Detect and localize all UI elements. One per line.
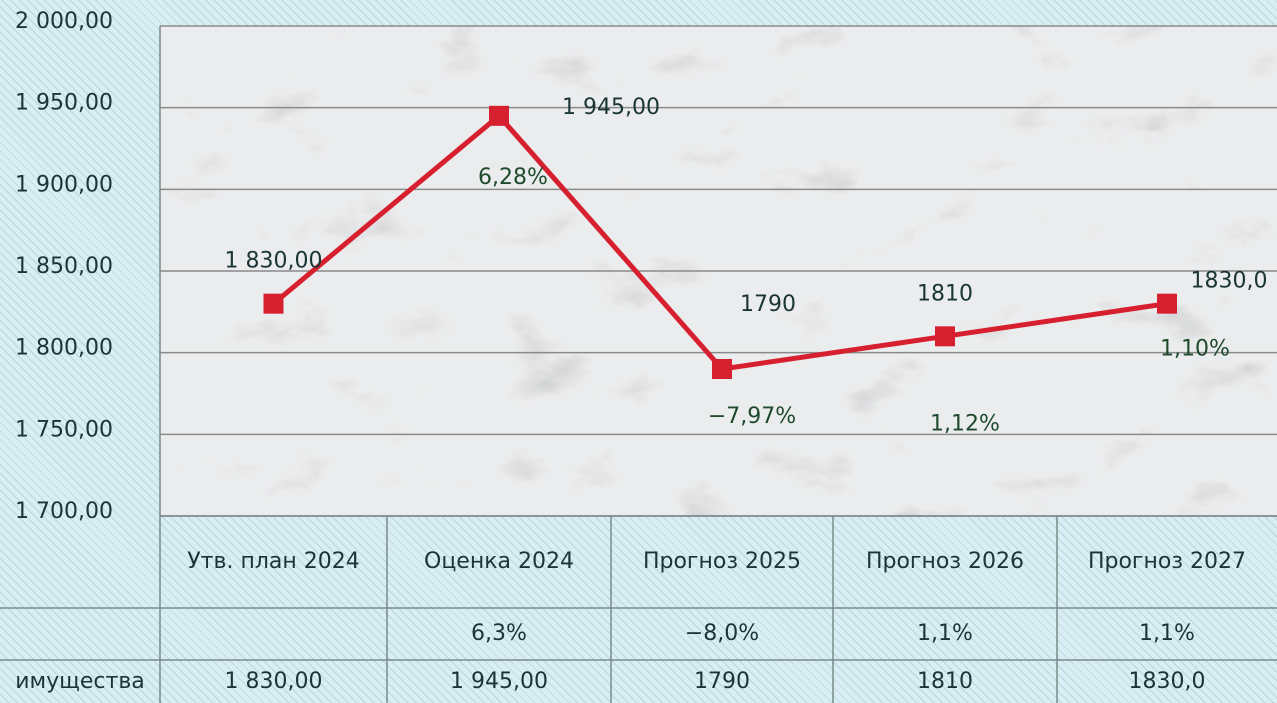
y-tick-label: 1 700,00 (15, 499, 113, 524)
value-cell: 1830,0 (1128, 668, 1206, 694)
y-tick-label: 1 950,00 (15, 91, 113, 116)
growth-label: 1,10% (1160, 337, 1230, 362)
point-marker (263, 293, 284, 314)
category-header: Прогноз 2027 (1087, 549, 1247, 575)
point-marker (489, 105, 509, 126)
y-tick-label: 2 000,00 (15, 9, 113, 34)
change-cell: 1,1% (917, 621, 973, 647)
category-header: Утв. план 2024 (187, 549, 360, 575)
y-tick-label: 1 850,00 (15, 254, 113, 279)
change-cell: −8,0% (684, 621, 760, 647)
y-tick-label: 1 750,00 (15, 417, 113, 442)
data-label: 1 830,00 (225, 249, 323, 274)
category-header: Прогноз 2026 (865, 549, 1025, 575)
point-marker (1157, 293, 1177, 314)
change-cell: 6,3% (471, 621, 527, 647)
growth-label: 1,12% (930, 411, 1000, 436)
value-cell: 1810 (917, 668, 973, 694)
data-label: 1790 (740, 292, 796, 317)
data-label: 1810 (917, 281, 973, 306)
growth-label: −7,97% (708, 404, 796, 429)
data-label: 1 945,00 (562, 95, 660, 120)
value-cell: 1 830,00 (224, 668, 323, 694)
y-tick-label: 1 800,00 (15, 336, 113, 361)
value-cell: 1 945,00 (450, 668, 548, 694)
change-cell: 1,1% (1139, 621, 1195, 647)
y-tick-label: 1 900,00 (15, 172, 113, 197)
category-header: Прогноз 2025 (642, 549, 802, 575)
point-marker (935, 326, 955, 347)
growth-label: 6,28% (478, 165, 548, 190)
point-marker (712, 359, 732, 379)
category-header: Оценка 2024 (424, 549, 574, 575)
data-label: 1830,0 (1191, 269, 1268, 294)
row-label: имущества (15, 668, 145, 694)
value-cell: 1790 (694, 668, 750, 694)
